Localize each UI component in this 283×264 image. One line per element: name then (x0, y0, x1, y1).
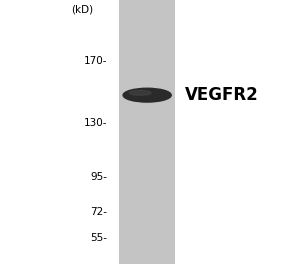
Ellipse shape (129, 91, 151, 95)
Ellipse shape (123, 88, 171, 102)
Text: 170-: 170- (84, 56, 108, 66)
Text: 55-: 55- (91, 233, 108, 243)
Text: 130-: 130- (84, 118, 108, 128)
Text: VEGFR2: VEGFR2 (185, 86, 259, 104)
Text: (kD): (kD) (71, 4, 93, 15)
Text: 95-: 95- (91, 172, 108, 182)
Text: 72-: 72- (91, 207, 108, 217)
Bar (119, 0, 175, 264)
